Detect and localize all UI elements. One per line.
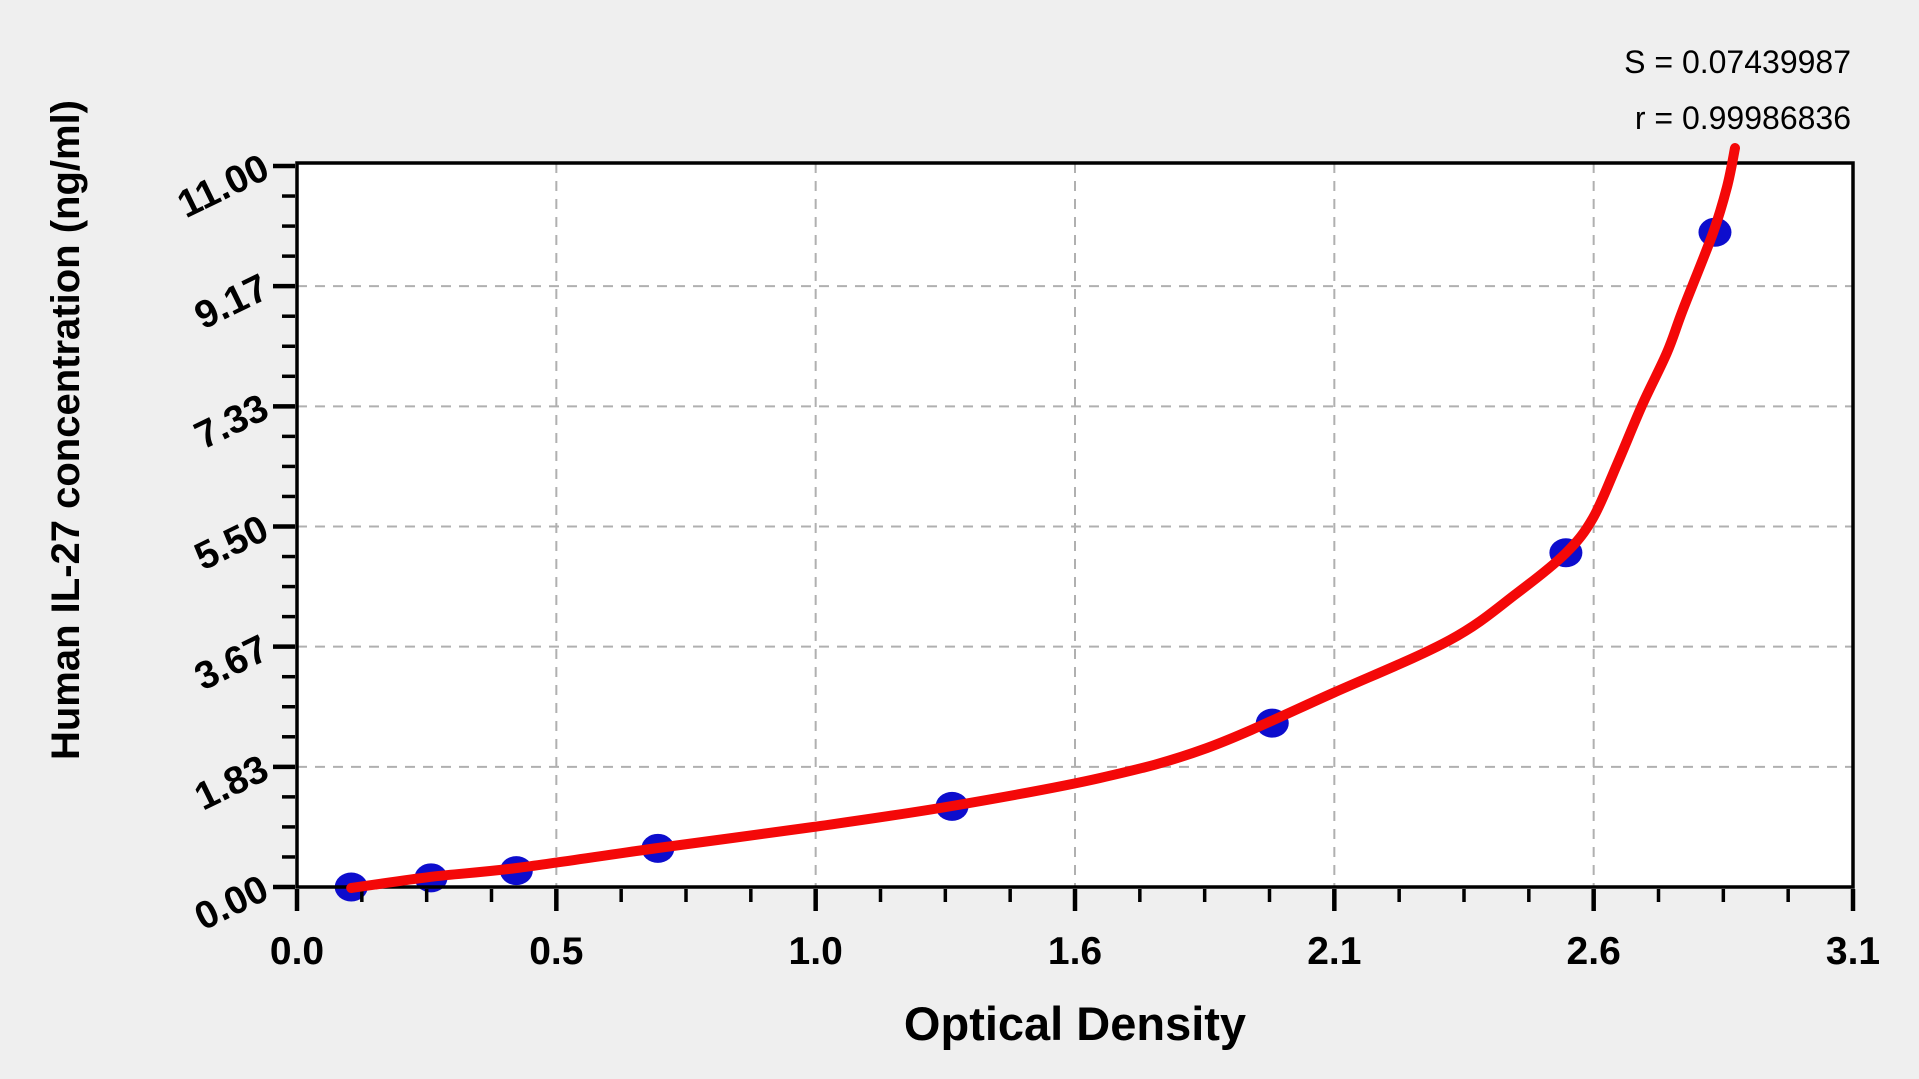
x-tick-label: 2.1 bbox=[1307, 930, 1362, 973]
x-tick-label: 1.0 bbox=[788, 930, 843, 973]
stat-r-value: r = 0.99986836 bbox=[1634, 100, 1851, 136]
plot-border bbox=[295, 161, 1855, 889]
stat-s-value: S = 0.07439987 bbox=[1624, 44, 1851, 80]
x-tick-label: 3.1 bbox=[1825, 930, 1881, 973]
x-tick-label: 1.6 bbox=[1047, 930, 1103, 973]
x-tick-label: 0.0 bbox=[269, 930, 325, 973]
x-tick-label: 0.5 bbox=[529, 930, 584, 973]
x-axis-title: Optical Density bbox=[903, 997, 1247, 1050]
fit-curve bbox=[346, 143, 1740, 893]
x-tick-label: 2.6 bbox=[1566, 930, 1621, 973]
y-axis-title: Human IL-27 concentration (ng/ml) bbox=[44, 99, 88, 761]
